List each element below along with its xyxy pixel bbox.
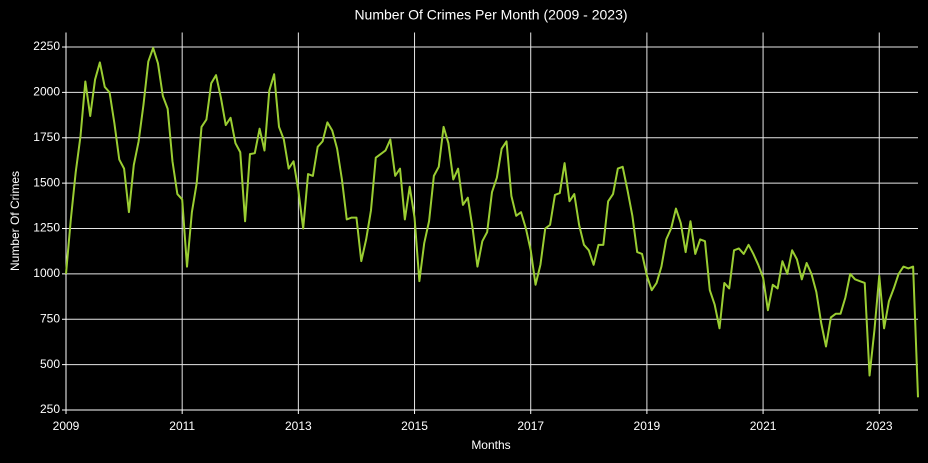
- x-tick-label: 2015: [401, 419, 428, 433]
- data-line: [65, 46, 919, 398]
- x-tick-label: 2021: [750, 419, 777, 433]
- x-tick-label: 2017: [517, 419, 544, 433]
- y-axis-label: Number Of Crimes: [8, 171, 22, 271]
- x-tick-label: 2009: [53, 419, 80, 433]
- y-tick-label: 250: [40, 402, 60, 416]
- x-tick-label: 2019: [634, 419, 661, 433]
- y-tick-label: 500: [40, 357, 60, 371]
- y-tick-label: 1000: [33, 266, 60, 280]
- chart-title: Number Of Crimes Per Month (2009 - 2023): [354, 7, 627, 23]
- y-tick-label: 1500: [33, 175, 60, 189]
- x-tick-label: 2011: [169, 419, 195, 433]
- y-tick-label: 2000: [33, 85, 60, 99]
- y-tick-label: 1250: [33, 221, 60, 235]
- x-axis-label: Months: [471, 438, 510, 452]
- x-tick-label: 2023: [866, 419, 893, 433]
- y-tick-label: 1750: [33, 130, 60, 144]
- y-tick-label: 2250: [33, 39, 60, 53]
- y-tick-label: 750: [40, 311, 60, 325]
- x-tick-label: 2013: [285, 419, 312, 433]
